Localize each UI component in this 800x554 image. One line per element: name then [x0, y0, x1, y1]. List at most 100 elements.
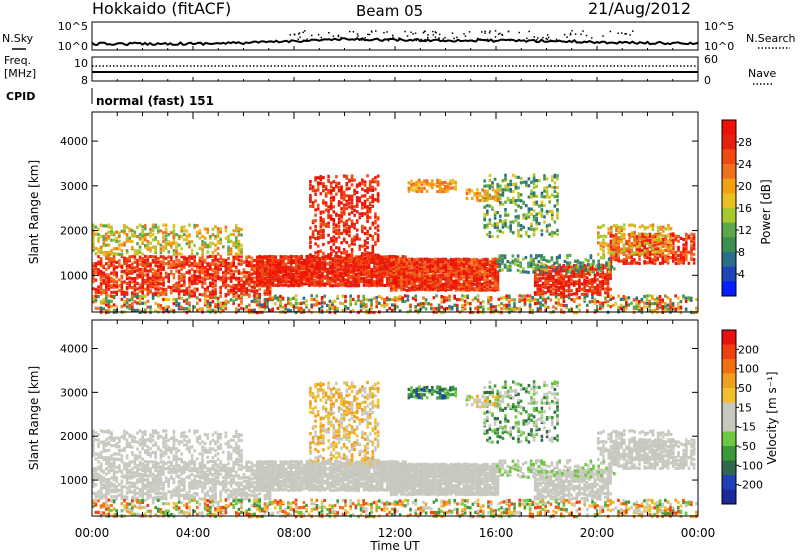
power-cell	[164, 293, 168, 297]
power-cell	[371, 185, 375, 189]
power-cell	[308, 262, 311, 266]
power-cell	[619, 305, 623, 309]
power-cell	[352, 279, 355, 283]
power-cell	[375, 302, 378, 306]
power-cell	[344, 258, 348, 262]
power-cell	[112, 264, 116, 268]
power-cell	[666, 261, 670, 265]
power-cell	[237, 258, 241, 262]
power-cell	[593, 289, 597, 293]
noise-dot	[371, 31, 373, 33]
power-cell	[633, 252, 636, 257]
power-cell	[232, 283, 235, 287]
power-cell	[578, 287, 581, 291]
power-cell	[120, 291, 124, 295]
power-cell	[263, 263, 267, 267]
power-cell	[348, 234, 351, 238]
power-cell	[638, 247, 641, 251]
power-cell	[625, 261, 628, 265]
power-cell	[345, 232, 349, 236]
power-cell	[289, 272, 293, 276]
power-cell	[392, 257, 396, 262]
power-cell	[375, 262, 379, 266]
power-cell	[177, 252, 181, 256]
power-cell	[666, 309, 670, 313]
power-cell	[354, 267, 358, 272]
power-cell	[480, 275, 484, 280]
power-cell	[206, 264, 209, 268]
power-cell	[138, 285, 142, 290]
power-cell	[580, 271, 584, 275]
power-cell	[483, 257, 487, 261]
power-cell	[131, 305, 134, 309]
power-cell	[659, 254, 662, 258]
power-cell	[358, 181, 362, 185]
power-cell	[327, 233, 330, 237]
power-cell	[177, 275, 181, 279]
power-cell	[240, 243, 243, 247]
power-cell	[514, 218, 518, 222]
power-cell	[365, 305, 368, 309]
power-cell	[141, 230, 144, 234]
power-cell	[474, 296, 477, 300]
power-cell	[596, 289, 599, 293]
power-cell	[316, 235, 320, 239]
power-cell	[659, 242, 662, 246]
power-cell	[172, 231, 176, 235]
power-cell	[242, 283, 246, 287]
power-cell	[536, 292, 540, 296]
power-cell	[499, 214, 502, 218]
power-cell	[373, 256, 376, 260]
power-cell	[431, 284, 435, 288]
power-cell	[350, 204, 354, 208]
power-cell	[284, 262, 288, 266]
power-cell	[253, 276, 256, 280]
power-cell	[544, 305, 547, 309]
power-cell	[441, 268, 445, 272]
power-cell	[128, 303, 131, 307]
power-cell	[363, 212, 367, 216]
power-cell	[423, 260, 427, 264]
power-cell	[483, 275, 487, 279]
power-cell	[258, 262, 262, 266]
power-cell	[545, 211, 549, 215]
power-cell	[177, 296, 181, 300]
power-cell	[229, 264, 233, 268]
power-cell	[131, 302, 134, 306]
power-cell	[123, 229, 126, 233]
power-cell	[92, 225, 95, 229]
power-cell	[378, 257, 381, 261]
power-cell	[375, 266, 379, 270]
power-cell	[235, 294, 238, 298]
power-cell	[627, 243, 631, 247]
power-cell	[235, 307, 238, 311]
power-cell	[151, 229, 155, 233]
power-cell	[144, 264, 147, 268]
power-cell	[601, 303, 605, 308]
power-cell	[614, 233, 618, 237]
power-cell	[532, 177, 536, 181]
power-cell	[105, 276, 108, 280]
power-cell	[327, 253, 330, 257]
power-cell	[110, 249, 113, 253]
power-cell	[269, 258, 272, 263]
power-cell	[677, 245, 680, 249]
noise-dot	[471, 39, 473, 42]
power-cell	[326, 277, 329, 281]
power-cell	[144, 243, 147, 248]
power-cell	[540, 229, 544, 233]
power-cell	[606, 278, 610, 282]
power-cell	[92, 230, 95, 234]
power-cell	[261, 305, 264, 309]
power-cell	[431, 268, 435, 273]
power-cell	[308, 256, 311, 261]
power-cell	[551, 232, 554, 236]
noise-dot	[434, 36, 437, 38]
power-cell	[383, 299, 386, 303]
power-cell	[619, 303, 623, 307]
power-cell	[323, 301, 326, 305]
power-cell	[292, 296, 295, 300]
power-cell	[348, 186, 351, 190]
power-cell	[505, 307, 508, 311]
power-cell	[685, 247, 688, 251]
